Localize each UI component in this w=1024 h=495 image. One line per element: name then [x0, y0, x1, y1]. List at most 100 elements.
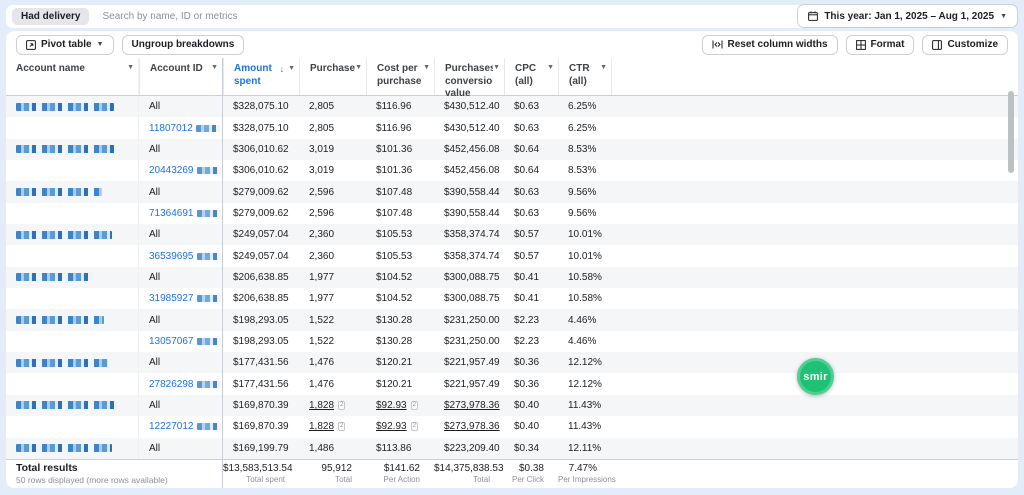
redacted-account-name [16, 273, 94, 282]
account-id-link[interactable]: 71364691 [149, 207, 194, 219]
purchases-conversion-value-cell: $358,374.74 [434, 224, 504, 245]
account-id-link[interactable]: 27826298 [149, 378, 194, 390]
ctr-cell: 11.43% [558, 416, 611, 437]
date-range-label: This year: Jan 1, 2025 – Aug 1, 2025 [824, 10, 995, 22]
total-purchases-label: Total [335, 474, 352, 484]
column-header-purchases-conversion-value[interactable]: Purchases conversion value ▼ [434, 58, 504, 99]
vertical-scrollbar[interactable] [1008, 91, 1014, 173]
account-id-link[interactable]: 12227012 [149, 421, 194, 433]
account-id-link[interactable]: 20443269 [149, 165, 194, 177]
amount-spent-cell: $169,870.39 [223, 416, 299, 437]
amount-spent-cell: $249,057.04 [223, 224, 299, 245]
breakdown-all-label: All [149, 229, 161, 241]
redacted-account-id-tail [196, 295, 221, 303]
redacted-account-id-tail [196, 337, 221, 345]
smir-badge: smir [797, 358, 834, 395]
purchases-cell: 2,596 [299, 203, 366, 224]
ctr-cell-value: 6.25% [568, 101, 597, 113]
amount-spent-cell-value: $206,638.85 [233, 293, 289, 305]
column-header-cost-per-purchase[interactable]: Cost per purchase ▼ [366, 58, 434, 95]
purchases-cell: 1,828 2 [299, 416, 366, 437]
format-button[interactable]: Format [845, 34, 915, 55]
ctr-cell-value: 10.01% [568, 229, 602, 241]
column-header-ctr[interactable]: CTR (all) ▼ [558, 58, 611, 95]
column-header-controls: ↓ ▼ [280, 63, 295, 75]
account-id-cell: 71364691 [139, 202, 223, 225]
search-input[interactable]: Search by name, ID or metrics [102, 11, 238, 22]
purchases-cell-value: 1,522 [309, 314, 335, 326]
cpc-cell-value: $0.40 [514, 421, 540, 433]
amount-spent-cell: $198,293.05 [223, 309, 299, 330]
purchases-conversion-value-cell-value: $452,456.08 [444, 143, 500, 155]
cpc-cell: $0.64 [504, 160, 558, 181]
cpc-cell-value: $0.57 [514, 229, 540, 241]
cost-per-purchase-cell: $104.52 [366, 288, 434, 309]
reset-column-widths-button[interactable]: Reset column widths [701, 34, 838, 55]
chevron-down-icon[interactable]: ▼ [547, 64, 554, 71]
search-bar[interactable]: Had delivery Search by name, ID or metri… [6, 5, 842, 28]
total-cost-per-purchase-label: Per Action [383, 474, 420, 484]
column-header-account-name[interactable]: Account name ▼ [6, 58, 139, 95]
account-id-cell: All [139, 181, 223, 203]
account-id-link[interactable]: 31985927 [149, 293, 194, 305]
date-range-button[interactable]: This year: Jan 1, 2025 – Aug 1, 2025 ▼ [797, 4, 1018, 28]
purchases-cell-value: 1,828 [309, 399, 335, 411]
ctr-cell-value: 11.43% [568, 399, 602, 411]
purchases-conversion-value-cell: $300,088.75 [434, 288, 504, 309]
cost-per-purchase-cell-value: $107.48 [376, 207, 413, 219]
footnote-marker: 2 [410, 422, 418, 432]
pivot-table-button[interactable]: Pivot table ▼ [16, 34, 114, 55]
column-header-amount-spent[interactable]: Amount spent ↓ ▼ [223, 58, 299, 95]
table-row: 12227012 $169,870.39 1,828 2 $92.93 2 $273,978… [6, 416, 1018, 438]
redacted-account-name [16, 188, 102, 197]
ctr-cell: 10.01% [558, 224, 611, 245]
redacted-account-id-tail [195, 124, 220, 132]
table-row: All $198,293.05 1,522 $130.28 $231,250.00 $2.… [6, 309, 1018, 331]
purchases-cell: 2,360 [299, 245, 366, 266]
column-header-account-id[interactable]: Account ID ▼ [139, 58, 223, 95]
amount-spent-cell-value: $279,009.62 [233, 207, 289, 219]
ctr-cell: 10.58% [558, 267, 611, 288]
total-amount-spent-cell: $13,583,513.54 Total spent [223, 463, 299, 485]
purchases-conversion-value-cell: $231,250.00 [434, 331, 504, 352]
purchases-conversion-value-cell-value: $221,957.49 [444, 378, 500, 390]
amount-spent-cell: $306,010.62 [223, 160, 299, 181]
purchases-cell-value: 2,360 [309, 250, 335, 262]
chevron-down-icon[interactable]: ▼ [600, 64, 607, 71]
ctr-cell: 6.25% [558, 96, 611, 117]
purchases-conversion-value-cell-value: $273,978.36 [444, 399, 500, 411]
account-id-link[interactable]: 11807012 [149, 122, 193, 134]
total-ctr-value: 7.47% [568, 462, 597, 474]
account-id-link[interactable]: 13057067 [149, 335, 194, 347]
account-id-link[interactable]: 36539695 [149, 250, 194, 262]
table-row: All $306,010.62 3,019 $101.36 $452,456.08 $0.… [6, 138, 1018, 161]
purchases-conversion-value-cell: $390,558.44 [434, 181, 504, 202]
cost-per-purchase-cell-value: $92.93 [376, 399, 407, 411]
column-header-label: Account name [16, 63, 85, 74]
customize-button[interactable]: Customize [922, 34, 1008, 55]
ctr-cell-value: 9.56% [568, 186, 597, 198]
chevron-down-icon[interactable]: ▼ [493, 64, 500, 71]
column-header-purchases[interactable]: Purchases▼ [299, 58, 366, 95]
purchases-cell: 3,019 [299, 139, 366, 160]
purchases-cell: 3,019 [299, 160, 366, 181]
footnote-marker: 2 [338, 422, 346, 432]
chevron-down-icon[interactable]: ▼ [127, 64, 134, 71]
chevron-down-icon[interactable]: ▼ [288, 65, 295, 73]
purchases-conversion-value-cell-value: $430,512.40 [444, 101, 500, 113]
ctr-cell: 4.46% [558, 331, 611, 352]
chevron-down-icon[interactable]: ▼ [211, 64, 218, 71]
filter-chip-had-delivery[interactable]: Had delivery [12, 8, 90, 25]
account-name-cell [6, 245, 139, 267]
account-name-cell [6, 352, 139, 374]
column-header-cpc[interactable]: CPC (all) ▼ [504, 58, 558, 95]
cost-per-purchase-cell: $113.86 [366, 438, 434, 459]
ctr-cell-value: 12.11% [568, 442, 602, 454]
chevron-down-icon[interactable]: ▼ [355, 64, 362, 71]
chevron-down-icon[interactable]: ▼ [423, 64, 430, 71]
amount-spent-cell-value: $177,431.56 [233, 357, 289, 369]
account-name-cell [6, 437, 139, 459]
ungroup-breakdowns-button[interactable]: Ungroup breakdowns [121, 34, 245, 55]
column-header-label: CPC (all) [515, 63, 547, 88]
purchases-cell-value: 1,476 [309, 378, 335, 390]
